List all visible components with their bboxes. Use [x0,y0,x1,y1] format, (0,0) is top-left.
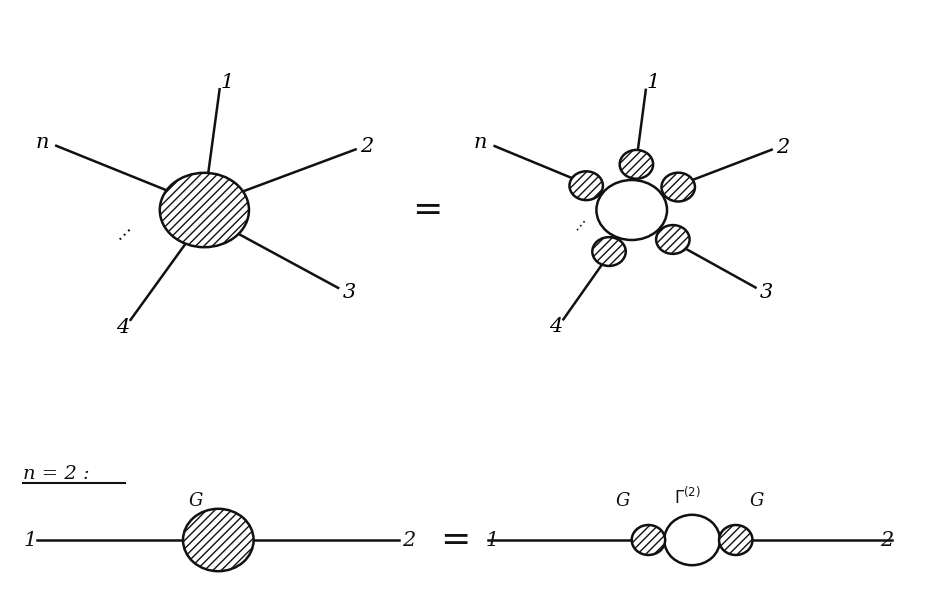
Text: 2: 2 [776,138,789,157]
Text: G: G [614,492,629,510]
Ellipse shape [655,225,689,254]
Text: 3: 3 [759,283,772,302]
Text: =: = [412,193,442,227]
Ellipse shape [569,172,602,200]
Text: 1: 1 [220,73,234,92]
Text: 1: 1 [23,530,36,550]
Text: G: G [188,492,203,510]
Text: 2: 2 [402,530,415,550]
Ellipse shape [596,180,666,240]
Ellipse shape [619,150,652,179]
Ellipse shape [664,515,719,565]
Text: n = 2 :: n = 2 : [23,465,90,483]
Text: $\Gamma^{(2)}$: $\Gamma^{(2)}$ [674,486,700,508]
Text: ⋯: ⋯ [112,221,138,247]
Text: 1: 1 [646,73,659,92]
Text: 4: 4 [548,317,562,336]
Text: n: n [473,133,487,152]
Text: 3: 3 [342,283,355,302]
Text: 2: 2 [360,137,373,157]
Text: ⋯: ⋯ [570,214,590,236]
Ellipse shape [661,173,694,202]
Text: G: G [749,492,764,510]
Ellipse shape [631,525,664,555]
Text: 1: 1 [485,530,498,550]
Text: n: n [35,133,49,152]
Ellipse shape [183,509,253,571]
Text: 4: 4 [116,317,130,337]
Text: =: = [440,523,470,557]
Ellipse shape [718,525,752,555]
Text: 2: 2 [880,530,893,550]
Ellipse shape [160,173,249,247]
Ellipse shape [592,237,625,266]
